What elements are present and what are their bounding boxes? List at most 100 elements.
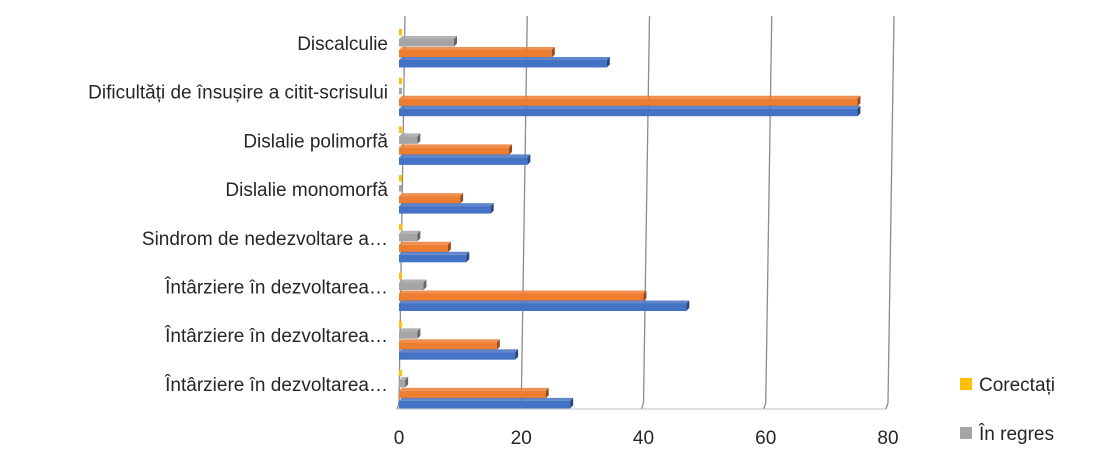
bar-front-face [399, 303, 687, 311]
bar [399, 279, 427, 290]
bar [399, 57, 610, 68]
bar-end-face [551, 47, 555, 58]
x-tick-label: 0 [394, 428, 405, 449]
category-label: Întârziere în dezvoltarea… [164, 325, 388, 347]
bar-front-face [399, 352, 516, 360]
bar-front-face [399, 254, 467, 263]
bar-top-face [399, 279, 427, 283]
bar-front-face [399, 233, 418, 242]
bar [399, 47, 555, 58]
bar-end-face [643, 290, 647, 301]
bar-front-face [399, 282, 424, 290]
bar-top-face [399, 339, 500, 343]
bar [399, 290, 647, 301]
bar-end-face [466, 251, 470, 263]
bar-top-face [399, 397, 574, 401]
category-label: Discalculie [297, 34, 388, 55]
bar-end-face [447, 241, 451, 253]
gridline-tick [640, 402, 645, 410]
x-tick-label: 80 [877, 428, 898, 449]
bar [399, 369, 402, 377]
legend-label-corectati: Corectați [979, 375, 1055, 396]
bar-end-face [417, 328, 421, 339]
bar [399, 175, 402, 182]
bar-end-face [606, 57, 610, 68]
bar-front-face [399, 157, 528, 165]
bar-stub [399, 272, 402, 279]
bar-top-face [399, 387, 549, 391]
bar-front-face [399, 400, 571, 409]
bar-front-face [399, 50, 552, 58]
bar [399, 339, 500, 350]
bar-end-face [857, 95, 861, 107]
bar-end-face [509, 144, 513, 155]
bar-end-face [417, 230, 421, 242]
bar-top-face [399, 300, 690, 304]
bar-front-face [399, 98, 858, 107]
bar-front-face [399, 342, 497, 350]
bar [399, 230, 421, 242]
bar-front-face [399, 206, 491, 214]
bar-top-face [399, 203, 494, 207]
category-label: Dislalie polimorfă [243, 131, 388, 152]
bar-stub [399, 77, 402, 85]
bar [399, 87, 402, 95]
x-tick-labels: 0 20 40 60 80 [394, 428, 899, 449]
bar-front-face [399, 60, 607, 68]
bars [399, 29, 861, 409]
bar-top-face [399, 57, 610, 60]
category-labels: Discalculie Dificultăți de însușire a cit… [88, 34, 388, 396]
gridline [887, 15, 895, 404]
bar [399, 144, 513, 155]
bar-top-face [399, 36, 458, 39]
bar-end-face [515, 349, 519, 360]
bar-top-face [399, 133, 421, 137]
bar [399, 185, 402, 192]
bar-end-face [460, 193, 464, 204]
bar [399, 154, 531, 165]
bar-top-face [399, 230, 421, 234]
category-label: Dificultăți de însușire a citit-scrisulu… [88, 83, 388, 104]
bar [399, 203, 494, 214]
gridline [642, 15, 651, 404]
bar [399, 387, 549, 399]
bar [399, 300, 690, 311]
bar [399, 272, 402, 279]
bar [399, 328, 421, 339]
bar-top-face [399, 95, 861, 99]
bar-top-face [399, 144, 513, 148]
bar-end-face [527, 154, 531, 165]
bar-end-face [686, 300, 690, 311]
gridline-tick [885, 402, 889, 410]
bar-end-face [490, 203, 494, 214]
legend-label-in-regres: În regres [978, 423, 1054, 445]
bar-front-face [399, 39, 455, 47]
bar-top-face [399, 328, 421, 332]
bar-end-face [570, 397, 574, 409]
bar-top-face [399, 376, 409, 380]
bar-end-face [857, 105, 861, 117]
gridline [520, 15, 528, 404]
bar [399, 193, 464, 204]
bar-top-face [399, 251, 470, 255]
bar-top-face [399, 154, 531, 158]
bar-stub [399, 369, 402, 377]
bar-top-face [399, 193, 464, 197]
bar-end-face [405, 376, 409, 388]
bar-front-face [399, 136, 418, 144]
bar-front-face [399, 379, 406, 388]
bar-end-face [417, 133, 421, 144]
bar [399, 133, 421, 144]
bar-stub [399, 29, 402, 36]
bar [399, 223, 402, 231]
x-tick-label: 40 [633, 428, 654, 449]
x-tick-label: 60 [755, 428, 776, 449]
x-tick-label: 20 [511, 428, 532, 449]
bar-stub [399, 175, 402, 182]
bar [399, 241, 451, 253]
bar-top-face [399, 290, 647, 294]
bar-stub [399, 185, 402, 192]
bar-front-face [399, 244, 448, 253]
bar-top-face [399, 47, 555, 50]
